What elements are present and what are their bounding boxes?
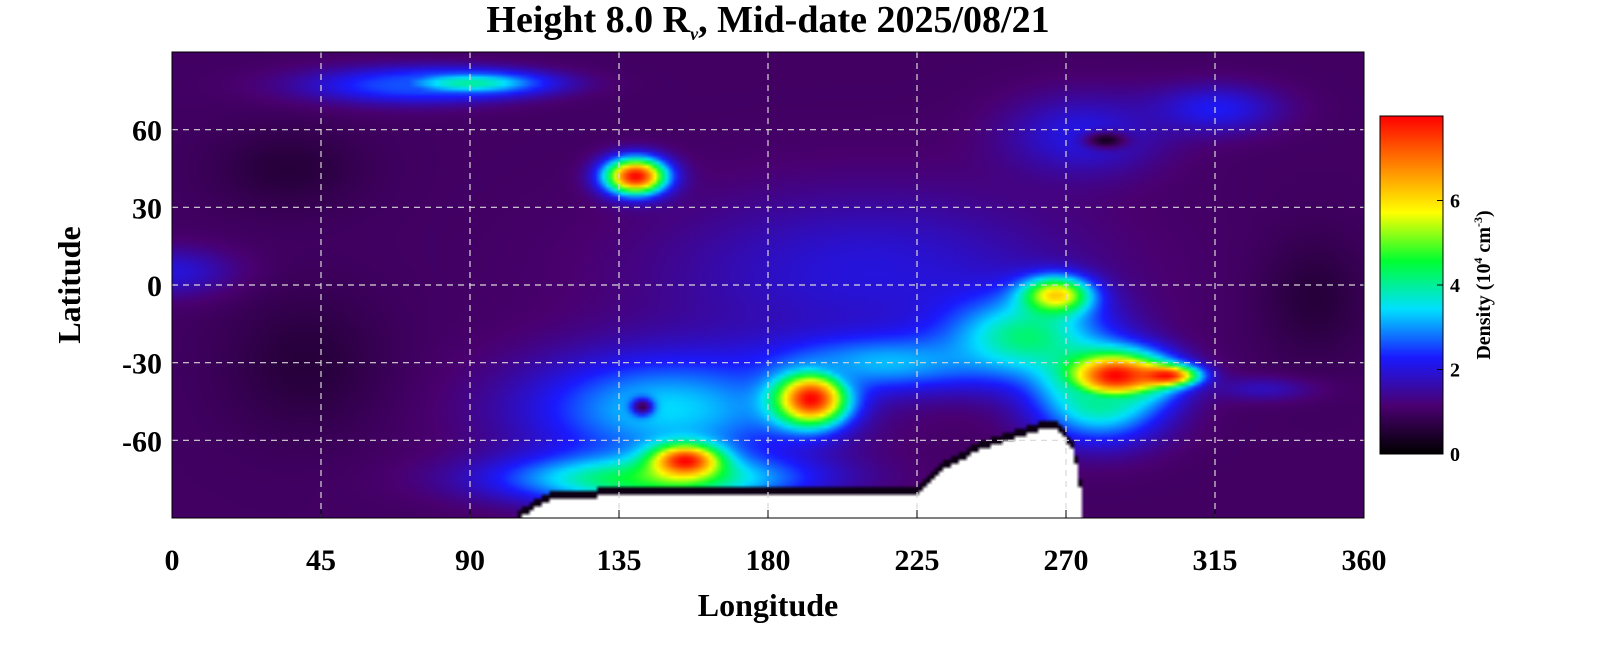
y-tick-label: -60: [122, 425, 162, 458]
grid-lines: [172, 52, 1364, 518]
colorbar-tick-label: 2: [1450, 360, 1460, 382]
x-tick-label: 0: [165, 544, 180, 577]
x-tick-label: 225: [895, 544, 940, 577]
x-tick-label: 315: [1193, 544, 1238, 577]
x-tick-label: 90: [455, 544, 485, 577]
plot-area: [172, 52, 1364, 518]
y-axis-label: Latitude: [51, 226, 87, 343]
y-tick-label: 30: [132, 192, 162, 225]
x-tick-label: 270: [1044, 544, 1089, 577]
colorbar-tick-label: 6: [1450, 191, 1460, 213]
y-tick-labels: 60 30 0 -30 -60: [122, 115, 162, 459]
y-tick-label: -30: [122, 348, 162, 381]
colorbar-gradient: [1379, 115, 1444, 455]
x-tick-labels: 0 45 90 135 180 225 270 315 360: [165, 510, 1387, 577]
chart-title: Height 8.0 Rν, Mid-date 2025/08/21: [486, 0, 1049, 44]
x-tick-label: 135: [597, 544, 642, 577]
y-tick-label: 0: [147, 270, 162, 303]
x-axis-label: Longitude: [698, 587, 838, 623]
colorbar: 0 2 4 6 Density (104 cm-3): [1379, 115, 1495, 466]
x-tick-label: 180: [746, 544, 791, 577]
colorbar-tick-label: 0: [1450, 444, 1460, 466]
colorbar-ticks: 0 2 4 6: [1437, 191, 1460, 466]
colorbar-label: Density (104 cm-3): [1471, 210, 1495, 359]
x-tick-label: 45: [306, 544, 336, 577]
x-tick-label: 360: [1342, 544, 1387, 577]
colorbar-tick-label: 4: [1450, 275, 1460, 297]
y-tick-label: 60: [132, 115, 162, 148]
